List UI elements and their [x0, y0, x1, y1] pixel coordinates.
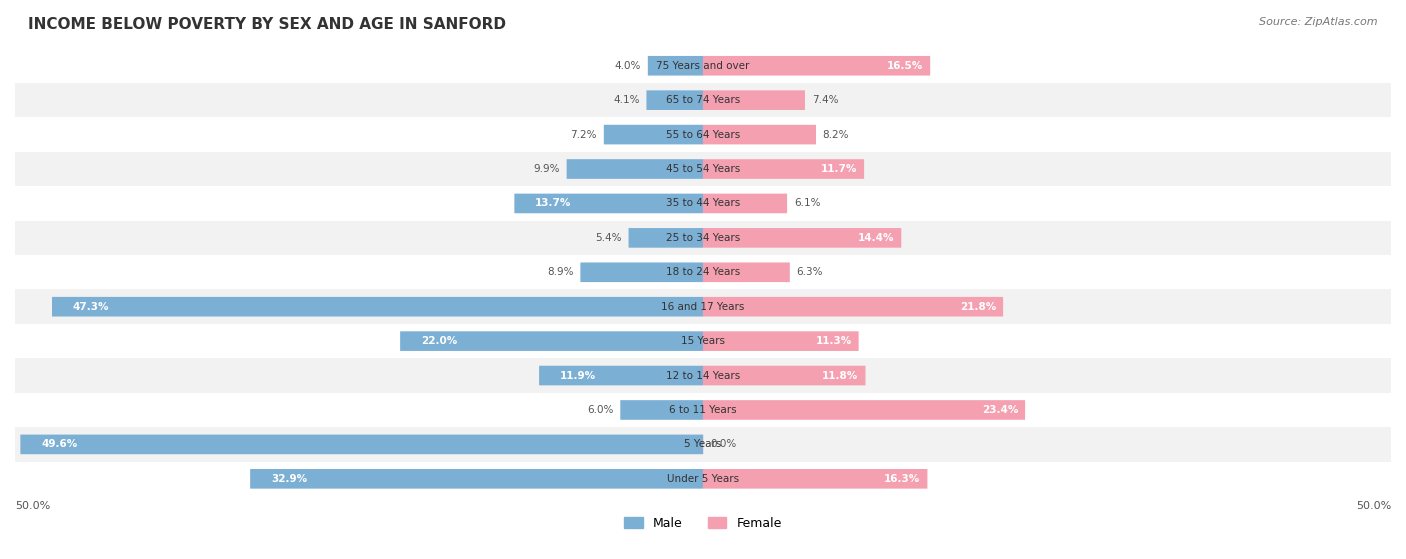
FancyBboxPatch shape [401, 331, 703, 351]
FancyBboxPatch shape [703, 366, 866, 385]
FancyBboxPatch shape [15, 255, 1391, 290]
FancyBboxPatch shape [703, 228, 901, 248]
Text: 49.6%: 49.6% [41, 439, 77, 449]
FancyBboxPatch shape [15, 186, 1391, 221]
Text: 50.0%: 50.0% [1355, 501, 1391, 511]
Text: INCOME BELOW POVERTY BY SEX AND AGE IN SANFORD: INCOME BELOW POVERTY BY SEX AND AGE IN S… [28, 17, 506, 32]
Text: 45 to 54 Years: 45 to 54 Years [666, 164, 740, 174]
FancyBboxPatch shape [703, 125, 815, 144]
Text: 6.1%: 6.1% [794, 198, 820, 209]
FancyBboxPatch shape [703, 91, 806, 110]
FancyBboxPatch shape [647, 91, 703, 110]
Text: 35 to 44 Years: 35 to 44 Years [666, 198, 740, 209]
Text: 5 Years: 5 Years [685, 439, 721, 449]
Text: 6.0%: 6.0% [588, 405, 613, 415]
Text: 6 to 11 Years: 6 to 11 Years [669, 405, 737, 415]
Text: 9.9%: 9.9% [533, 164, 560, 174]
Text: 16 and 17 Years: 16 and 17 Years [661, 302, 745, 312]
FancyBboxPatch shape [648, 56, 703, 75]
Text: 5.4%: 5.4% [595, 233, 621, 243]
Text: 4.0%: 4.0% [614, 61, 641, 71]
Text: 14.4%: 14.4% [858, 233, 894, 243]
Text: Source: ZipAtlas.com: Source: ZipAtlas.com [1260, 17, 1378, 27]
FancyBboxPatch shape [15, 290, 1391, 324]
FancyBboxPatch shape [515, 193, 703, 213]
FancyBboxPatch shape [15, 117, 1391, 152]
Text: 12 to 14 Years: 12 to 14 Years [666, 371, 740, 381]
Text: 11.3%: 11.3% [815, 336, 852, 346]
FancyBboxPatch shape [581, 263, 703, 282]
FancyBboxPatch shape [703, 297, 1002, 316]
FancyBboxPatch shape [703, 56, 931, 75]
FancyBboxPatch shape [628, 228, 703, 248]
Text: 4.1%: 4.1% [613, 95, 640, 105]
Text: 16.5%: 16.5% [887, 61, 924, 71]
Legend: Male, Female: Male, Female [619, 511, 787, 534]
Text: 75 Years and over: 75 Years and over [657, 61, 749, 71]
FancyBboxPatch shape [703, 331, 859, 351]
Text: 11.9%: 11.9% [560, 371, 596, 381]
Text: 11.8%: 11.8% [823, 371, 859, 381]
FancyBboxPatch shape [15, 358, 1391, 393]
Text: 22.0%: 22.0% [420, 336, 457, 346]
Text: 0.0%: 0.0% [710, 439, 737, 449]
FancyBboxPatch shape [15, 49, 1391, 83]
Text: 23.4%: 23.4% [981, 405, 1018, 415]
Text: 47.3%: 47.3% [73, 302, 110, 312]
FancyBboxPatch shape [703, 193, 787, 213]
Text: 7.4%: 7.4% [811, 95, 838, 105]
Text: Under 5 Years: Under 5 Years [666, 474, 740, 484]
Text: 16.3%: 16.3% [884, 474, 921, 484]
FancyBboxPatch shape [703, 400, 1025, 420]
Text: 18 to 24 Years: 18 to 24 Years [666, 267, 740, 277]
Text: 65 to 74 Years: 65 to 74 Years [666, 95, 740, 105]
FancyBboxPatch shape [538, 366, 703, 385]
FancyBboxPatch shape [703, 159, 865, 179]
FancyBboxPatch shape [15, 83, 1391, 117]
FancyBboxPatch shape [15, 324, 1391, 358]
FancyBboxPatch shape [15, 221, 1391, 255]
FancyBboxPatch shape [250, 469, 703, 489]
FancyBboxPatch shape [620, 400, 703, 420]
FancyBboxPatch shape [703, 469, 928, 489]
Text: 32.9%: 32.9% [271, 474, 307, 484]
Text: 11.7%: 11.7% [821, 164, 858, 174]
FancyBboxPatch shape [15, 393, 1391, 427]
FancyBboxPatch shape [15, 152, 1391, 186]
FancyBboxPatch shape [603, 125, 703, 144]
Text: 25 to 34 Years: 25 to 34 Years [666, 233, 740, 243]
FancyBboxPatch shape [703, 263, 790, 282]
Text: 55 to 64 Years: 55 to 64 Years [666, 130, 740, 140]
FancyBboxPatch shape [15, 427, 1391, 462]
FancyBboxPatch shape [15, 462, 1391, 496]
Text: 13.7%: 13.7% [536, 198, 571, 209]
FancyBboxPatch shape [567, 159, 703, 179]
Text: 15 Years: 15 Years [681, 336, 725, 346]
Text: 8.2%: 8.2% [823, 130, 849, 140]
Text: 21.8%: 21.8% [960, 302, 995, 312]
Text: 50.0%: 50.0% [15, 501, 51, 511]
Text: 8.9%: 8.9% [547, 267, 574, 277]
FancyBboxPatch shape [20, 434, 703, 454]
Text: 6.3%: 6.3% [797, 267, 823, 277]
Text: 7.2%: 7.2% [571, 130, 598, 140]
FancyBboxPatch shape [52, 297, 703, 316]
